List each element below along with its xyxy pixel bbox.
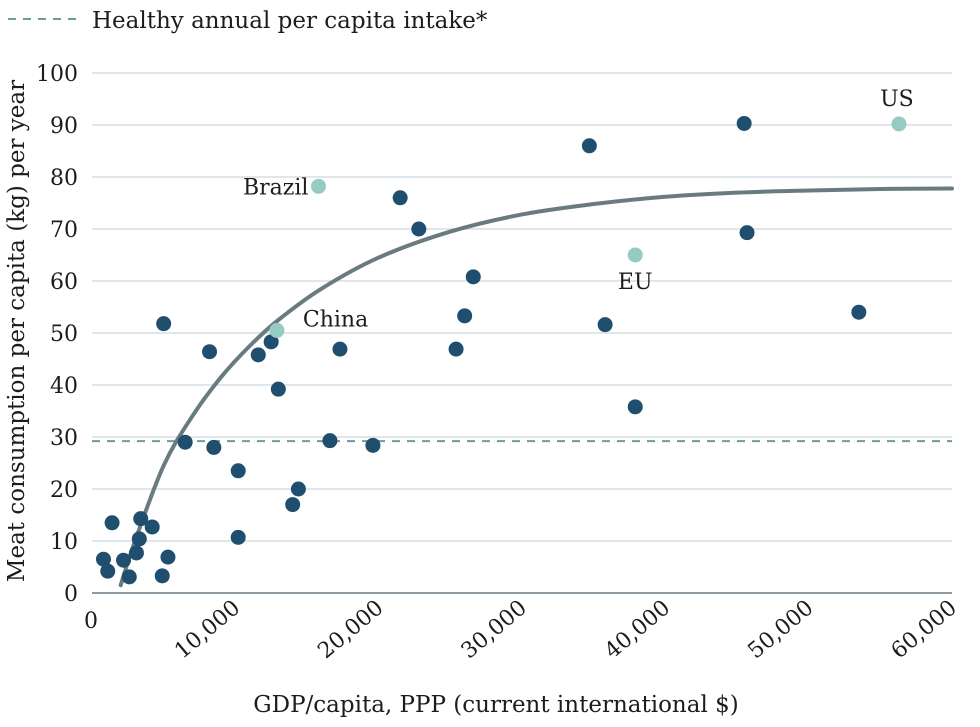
data-point bbox=[95, 551, 111, 567]
x-tick-label: 30,000 bbox=[457, 595, 532, 664]
point-label: US bbox=[880, 87, 914, 112]
data-point bbox=[597, 317, 613, 333]
data-point bbox=[121, 569, 137, 585]
data-point bbox=[627, 399, 643, 415]
y-tick-label: 20 bbox=[50, 478, 78, 503]
data-point bbox=[465, 269, 481, 285]
legend-label: Healthy annual per capita intake* bbox=[92, 8, 488, 34]
x-tick-label: 10,000 bbox=[170, 595, 245, 664]
point-label: EU bbox=[618, 270, 653, 295]
highlighted-point bbox=[269, 322, 285, 338]
y-tick-label: 50 bbox=[50, 322, 78, 347]
y-axis-title: Meat consumption per capita (kg) per yea… bbox=[4, 80, 30, 582]
x-tick-label: 40,000 bbox=[600, 595, 675, 664]
data-point bbox=[322, 433, 338, 449]
data-point bbox=[160, 549, 176, 565]
x-axis-ticks: 0 10,000 20,000 30,000 40,000 50,000 60,000 bbox=[84, 595, 962, 664]
point-label: Brazil bbox=[243, 175, 308, 200]
data-point bbox=[285, 497, 301, 513]
data-point bbox=[263, 334, 279, 350]
trend-curve bbox=[118, 186, 954, 588]
y-tick-label: 90 bbox=[50, 114, 78, 139]
x-tick-label: 20,000 bbox=[313, 595, 388, 664]
y-tick-label: 70 bbox=[50, 218, 78, 243]
y-tick-label: 10 bbox=[50, 530, 78, 555]
data-point bbox=[100, 563, 116, 579]
y-tick-label: 0 bbox=[64, 582, 78, 607]
legend: Healthy annual per capita intake* bbox=[8, 8, 488, 34]
highlighted-point bbox=[310, 178, 326, 194]
data-point bbox=[206, 439, 222, 455]
data-point bbox=[851, 304, 867, 320]
data-point bbox=[392, 190, 408, 206]
data-point bbox=[270, 381, 286, 397]
data-point bbox=[131, 531, 147, 547]
highlighted-point bbox=[627, 247, 643, 263]
data-point bbox=[133, 511, 149, 527]
x-axis-title: GDP/capita, PPP (current international $… bbox=[253, 692, 738, 718]
data-point bbox=[230, 529, 246, 545]
data-point bbox=[177, 434, 193, 450]
data-point bbox=[156, 316, 172, 332]
gridlines bbox=[92, 72, 952, 594]
data-point bbox=[365, 437, 381, 453]
y-tick-label: 60 bbox=[50, 270, 78, 295]
x-tick-label: 50,000 bbox=[743, 595, 818, 664]
data-point bbox=[144, 519, 160, 535]
data-point bbox=[128, 545, 144, 561]
data-point bbox=[448, 341, 464, 357]
data-point bbox=[332, 341, 348, 357]
y-tick-label: 30 bbox=[50, 426, 78, 451]
data-points bbox=[95, 115, 907, 585]
data-point bbox=[116, 552, 132, 568]
data-point bbox=[411, 221, 427, 237]
data-point bbox=[290, 481, 306, 497]
data-point bbox=[104, 515, 120, 531]
y-tick-label: 100 bbox=[36, 62, 78, 87]
data-point bbox=[736, 115, 752, 131]
point-annotations: China Brazil EU US bbox=[243, 87, 914, 332]
y-axis-ticks: 0 10 20 30 40 50 60 70 80 90 100 bbox=[36, 62, 78, 607]
point-label: China bbox=[303, 307, 368, 332]
data-point bbox=[154, 568, 170, 584]
x-tick-label: 60,000 bbox=[887, 595, 962, 664]
data-point bbox=[739, 225, 755, 241]
highlighted-point bbox=[891, 116, 907, 132]
data-point bbox=[230, 463, 246, 479]
data-point bbox=[581, 138, 597, 154]
data-point bbox=[250, 347, 266, 363]
y-tick-label: 40 bbox=[50, 374, 78, 399]
data-point bbox=[202, 344, 218, 360]
data-point bbox=[457, 308, 473, 324]
x-tick-label: 0 bbox=[84, 609, 98, 634]
y-tick-label: 80 bbox=[50, 166, 78, 191]
